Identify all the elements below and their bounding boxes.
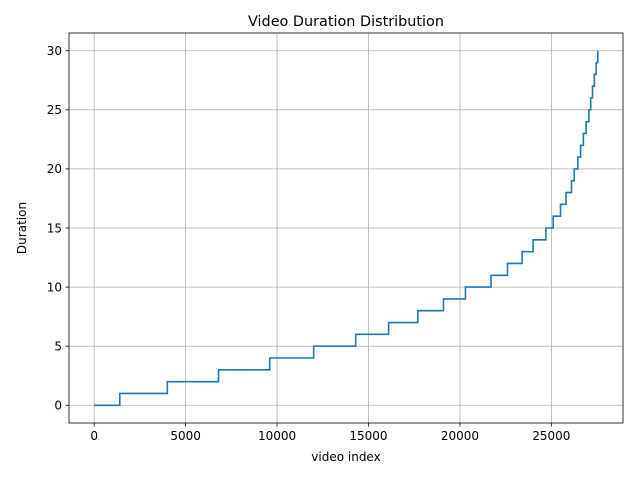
y-tick-label: 10 [47, 280, 62, 294]
x-tick-label: 5000 [170, 429, 201, 443]
grid-layer [69, 33, 623, 423]
y-tick-label: 25 [47, 103, 62, 117]
y-tick-label: 20 [47, 162, 62, 176]
x-tick-label: 20000 [441, 429, 479, 443]
tick-layer: 0 5000 10000 15000 20000 25000 0 5 10 15 20 25 30 [47, 44, 571, 443]
duration-series-line [94, 50, 599, 407]
y-tick-label: 15 [47, 221, 62, 235]
x-tick-label: 0 [90, 429, 98, 443]
y-tick-label: 0 [54, 399, 62, 413]
x-tick-label: 15000 [349, 429, 387, 443]
y-tick-label: 5 [54, 339, 62, 353]
chart-title: Video Duration Distribution [248, 14, 444, 30]
x-tick-label: 25000 [532, 429, 570, 443]
y-tick-label: 30 [47, 44, 62, 58]
x-axis-label: video index [311, 450, 380, 464]
y-axis-label: Duration [15, 202, 29, 254]
x-tick-label: 10000 [258, 429, 296, 443]
series-layer [94, 50, 599, 407]
